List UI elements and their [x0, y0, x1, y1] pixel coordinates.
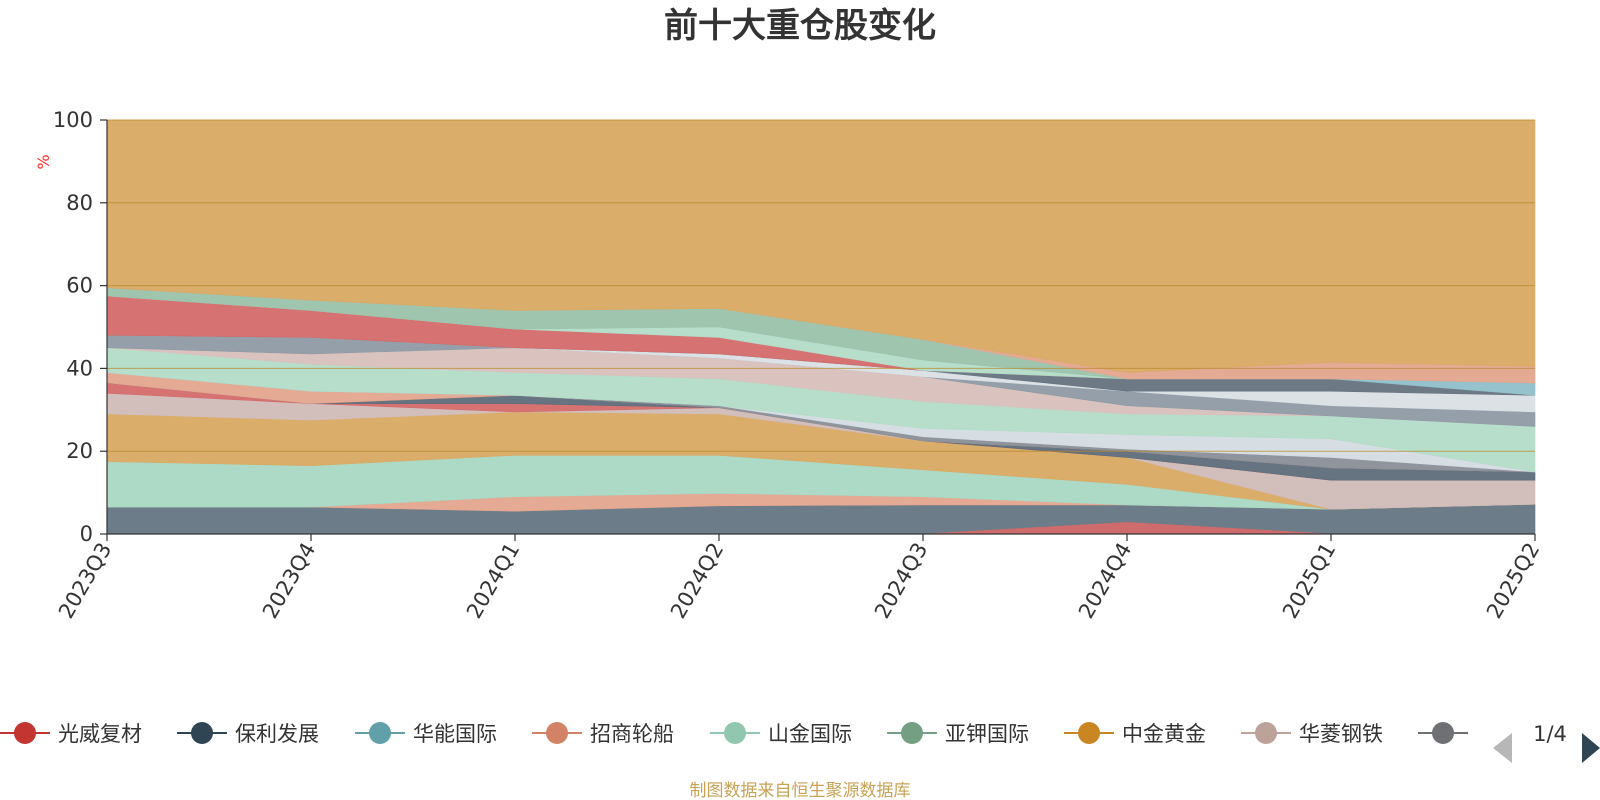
legend-marker: [369, 722, 391, 744]
legend-item-8[interactable]: 华菱钢铁: [1241, 722, 1383, 746]
legend-item-6[interactable]: 亚钾国际: [887, 722, 1029, 746]
x-tick-label-2024Q2: 2024Q2: [666, 539, 728, 623]
legend-prev-arrow-icon[interactable]: [1493, 733, 1512, 763]
y-tick-label-60: 60: [66, 274, 93, 298]
y-tick-label-20: 20: [66, 439, 93, 463]
data-source-note: 制图数据来自恒生聚源数据库: [690, 781, 911, 800]
legend-marker: [1432, 722, 1454, 744]
legend-label: 山金国际: [768, 722, 852, 746]
x-tick-label-2023Q4: 2023Q4: [258, 539, 320, 623]
legend-page-indicator: 1/4: [1533, 722, 1567, 746]
legend-label: 华能国际: [413, 722, 497, 746]
x-tick-label-2024Q1: 2024Q1: [462, 539, 524, 623]
legend-next-arrow-icon[interactable]: [1582, 733, 1600, 763]
x-tick-label-2023Q3: 2023Q3: [54, 539, 116, 623]
grid-lines: [107, 119, 1535, 452]
legend-item-4[interactable]: 招商轮船: [532, 722, 674, 746]
legend-item-1[interactable]: 光威复材: [0, 722, 142, 746]
legend: 光威复材 保利发展 华能国际 招商轮船 山金国际 亚钾国际 中金黄金 华菱钢铁: [0, 722, 1468, 746]
y-axis-unit-label: %: [34, 154, 53, 169]
x-tick-label-2025Q2: 2025Q2: [1482, 539, 1544, 623]
legend-label: 光威复材: [58, 722, 142, 746]
legend-label: 亚钾国际: [945, 722, 1029, 746]
y-tick-label-80: 80: [66, 191, 93, 215]
x-tick-label-2025Q1: 2025Q1: [1278, 539, 1340, 623]
legend-label: 华菱钢铁: [1299, 722, 1383, 746]
x-tick-label-2024Q3: 2024Q3: [870, 539, 932, 623]
legend-item-3[interactable]: 华能国际: [355, 722, 497, 746]
legend-item-9[interactable]: [1418, 722, 1468, 744]
legend-item-7[interactable]: 中金黄金: [1064, 722, 1206, 746]
legend-label: 保利发展: [235, 722, 319, 746]
legend-marker: [1078, 722, 1100, 744]
chart-title: 前十大重仓股变化: [664, 6, 936, 46]
legend-marker: [14, 722, 36, 744]
plot-area: [106, 119, 1536, 535]
y-tick-label-0: 0: [80, 522, 93, 546]
legend-marker: [1255, 722, 1277, 744]
legend-label: 中金黄金: [1122, 722, 1206, 746]
y-tick-label-100: 100: [53, 108, 93, 132]
legend-marker: [191, 722, 213, 744]
legend-item-2[interactable]: 保利发展: [177, 722, 319, 746]
x-tick-label-2024Q4: 2024Q4: [1074, 539, 1136, 623]
legend-label: 招商轮船: [590, 722, 674, 746]
legend-marker: [546, 722, 568, 744]
y-tick-label-40: 40: [66, 356, 93, 380]
legend-item-5[interactable]: 山金国际: [710, 722, 852, 746]
legend-pager: 1/4: [1493, 722, 1600, 763]
legend-marker: [724, 722, 746, 744]
legend-marker: [901, 722, 923, 744]
